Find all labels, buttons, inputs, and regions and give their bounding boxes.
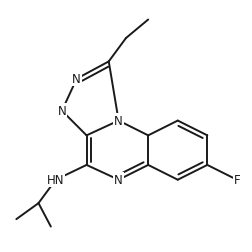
Text: F: F — [234, 174, 240, 186]
Text: N: N — [57, 105, 66, 118]
Text: N: N — [114, 174, 123, 186]
Text: N: N — [114, 115, 123, 128]
Text: N: N — [72, 73, 81, 86]
Text: HN: HN — [47, 174, 65, 186]
